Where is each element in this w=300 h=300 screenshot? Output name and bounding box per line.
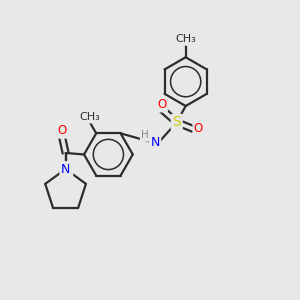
Text: H: H: [141, 130, 149, 140]
Text: O: O: [157, 98, 167, 111]
Text: CH₃: CH₃: [175, 34, 196, 44]
Text: N: N: [61, 163, 70, 176]
Text: O: O: [194, 122, 203, 135]
Text: O: O: [57, 124, 67, 137]
Text: S: S: [172, 116, 181, 129]
Text: N: N: [62, 167, 72, 179]
Text: CH₃: CH₃: [80, 112, 100, 122]
Text: N: N: [150, 136, 160, 149]
